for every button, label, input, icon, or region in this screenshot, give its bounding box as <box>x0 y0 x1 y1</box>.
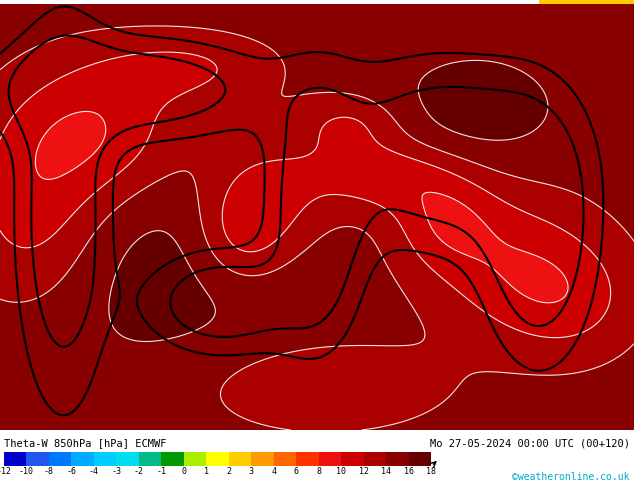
Text: -8: -8 <box>44 467 54 476</box>
Bar <box>296 452 319 466</box>
Text: -12: -12 <box>0 467 11 476</box>
Bar <box>139 452 162 466</box>
Bar <box>319 452 341 466</box>
Bar <box>229 452 251 466</box>
Text: Theta-W 850hPa [hPa] ECMWF: Theta-W 850hPa [hPa] ECMWF <box>4 438 167 448</box>
Text: Mo 27-05-2024 00:00 UTC (00+120): Mo 27-05-2024 00:00 UTC (00+120) <box>430 438 630 448</box>
Text: 0: 0 <box>181 467 186 476</box>
Text: -3: -3 <box>112 467 121 476</box>
Bar <box>117 452 139 466</box>
Text: 4: 4 <box>271 467 276 476</box>
Text: 6: 6 <box>294 467 299 476</box>
Text: 1: 1 <box>204 467 209 476</box>
Bar <box>409 452 431 466</box>
Text: -4: -4 <box>89 467 99 476</box>
Text: 3: 3 <box>249 467 254 476</box>
Text: -2: -2 <box>134 467 144 476</box>
Text: 16: 16 <box>404 467 413 476</box>
Text: 8: 8 <box>316 467 321 476</box>
Bar <box>94 452 117 466</box>
Text: 14: 14 <box>381 467 391 476</box>
Bar <box>251 452 274 466</box>
Bar <box>341 452 364 466</box>
Text: -1: -1 <box>157 467 166 476</box>
Bar <box>386 452 409 466</box>
Bar <box>206 452 229 466</box>
Bar <box>72 452 94 466</box>
Text: -10: -10 <box>19 467 34 476</box>
Text: -6: -6 <box>67 467 77 476</box>
Bar <box>364 452 386 466</box>
Text: 2: 2 <box>226 467 231 476</box>
Bar <box>4 452 27 466</box>
Text: 10: 10 <box>336 467 346 476</box>
Bar <box>184 452 206 466</box>
Bar <box>274 452 296 466</box>
Text: ©weatheronline.co.uk: ©weatheronline.co.uk <box>512 472 630 482</box>
Bar <box>27 452 49 466</box>
Text: 12: 12 <box>359 467 369 476</box>
Bar <box>539 0 634 4</box>
Bar <box>49 452 72 466</box>
Bar <box>162 452 184 466</box>
Text: 18: 18 <box>426 467 436 476</box>
